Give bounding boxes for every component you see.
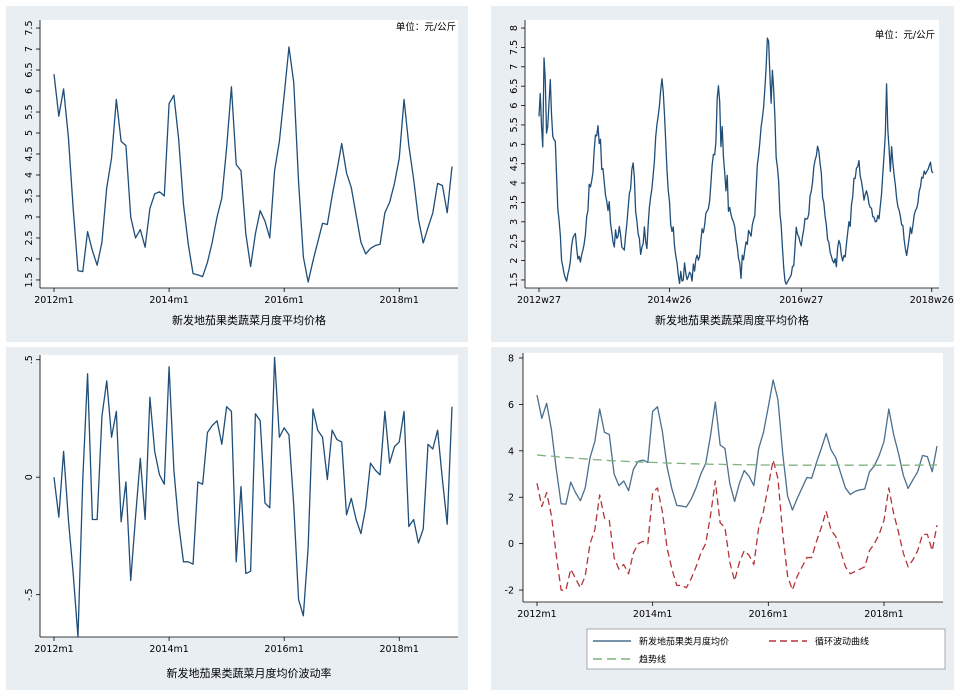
x-axis-title: 新发地茄果类蔬菜月度平均价格 (172, 313, 326, 327)
y-tick-label: 4.5 (24, 146, 35, 161)
y-tick-label: 0 (24, 474, 35, 480)
x-tick-label: 2014m1 (149, 295, 188, 306)
unit-label: 单位：元/公斤 (396, 21, 456, 33)
y-tick-label: 3 (24, 214, 35, 220)
chart-monthly-volatility: -.5 0 .5 2012m1 2014m1 2016m1 2018m1 新发地茄果类蔬菜月度… (24, 355, 458, 680)
chart-weekly-price: 1.5 2 2.5 3 3.5 4 4.5 5 5.5 6 6.5 7 7.5 8 2012w27 2014w… (509, 20, 954, 327)
y-tick-label: 4 (508, 446, 514, 457)
x-tick-label: 2012w27 (517, 295, 561, 306)
x-axis-title: 新发地茄果类蔬菜月度均价波动率 (167, 666, 332, 680)
y-tick-label: 5.5 (509, 117, 520, 132)
legend-label-3: 趋势线 (639, 654, 666, 666)
x-tick-label: 2012m1 (34, 644, 73, 655)
x-tick-label: 2016m1 (749, 609, 788, 620)
y-tick-label: 3.5 (509, 195, 520, 210)
legend-label-1: 新发地茄果类月度均价 (639, 636, 729, 648)
y-tick-label: 6.5 (509, 79, 520, 94)
y-tick-label: 1.5 (24, 272, 35, 287)
y-tick-label: 1.5 (509, 272, 520, 287)
chart-decomposition: -2 0 2 4 6 8 2012m1 2014m1 2016m1 2018m1 新发地茄果类月度均… (505, 353, 946, 670)
series-line-1 (536, 379, 938, 511)
x-tick-label: 2012m1 (34, 295, 73, 306)
y-tick-label: 7.5 (24, 20, 35, 35)
series-line-3 (536, 454, 937, 466)
y-tick-label: 7 (509, 64, 520, 70)
x-tick-label: 2016w27 (779, 295, 823, 306)
legend-label-2: 循环波动曲线 (815, 636, 869, 648)
panel-decomposition: -2 0 2 4 6 8 2012m1 2014m1 2016m1 2018m1 新发地茄果类月度均… (491, 347, 954, 690)
y-tick-label: 5 (24, 130, 35, 136)
x-tick-label: 2014m1 (149, 644, 188, 655)
panel-monthly-price: 1.5 2 2.5 3 3.5 4 4.5 5 5.5 6 6.5 7 7.5 2012m1 2014m1 2… (6, 6, 468, 342)
y-tick-label: 8 (508, 353, 514, 364)
panel-weekly-price: 1.5 2 2.5 3 3.5 4 4.5 5 5.5 6 6.5 7 7.5 8 2012w27 2014w… (491, 6, 954, 342)
x-tick-label: 2018m1 (864, 609, 903, 620)
y-tick-label: 5.5 (24, 104, 35, 119)
y-tick-label: 7 (24, 46, 35, 52)
x-tick-label: 2018w26 (910, 295, 954, 306)
y-tick-label: -.5 (24, 588, 35, 601)
y-tick-label: 6.5 (24, 62, 35, 77)
legend-box (586, 628, 946, 670)
panel-monthly-volatility: -.5 0 .5 2012m1 2014m1 2016m1 2018m1 新发地茄果类蔬菜月度… (6, 347, 468, 690)
y-tick-label: 3.5 (24, 188, 35, 203)
y-tick-label: 4 (509, 180, 520, 186)
x-tick-label: 2018m1 (380, 644, 419, 655)
y-tick-label: 2.5 (24, 230, 35, 245)
plot-area (525, 20, 939, 288)
y-tick-label: 2.5 (509, 234, 520, 249)
x-tick-label: 2016m1 (264, 644, 303, 655)
series-line-2 (536, 459, 938, 591)
y-tick-label: 3 (509, 219, 520, 225)
y-tick-label: 6 (509, 103, 520, 109)
y-tick-label: 8 (509, 25, 520, 31)
series-line-1 (53, 46, 453, 283)
y-tick-label: 2 (24, 256, 35, 262)
y-tick-label: 4 (24, 172, 35, 178)
y-tick-label: 5 (509, 141, 520, 147)
y-tick-label: 2 (509, 258, 520, 264)
plot-area (40, 20, 458, 288)
plot-area (40, 355, 458, 637)
y-tick-label: -2 (505, 586, 514, 597)
y-tick-label: 6 (508, 400, 514, 411)
y-tick-label: 7.5 (509, 40, 520, 55)
x-tick-label: 2014m1 (633, 609, 672, 620)
x-tick-label: 2014w26 (647, 295, 691, 306)
y-tick-label: 0 (508, 539, 514, 550)
y-tick-label: 4.5 (509, 156, 520, 171)
y-tick-label: 2 (508, 493, 514, 504)
x-tick-label: 2018m1 (380, 295, 419, 306)
series-line-1 (53, 356, 453, 638)
plot-area (523, 353, 943, 602)
unit-label: 单位：元/公斤 (875, 29, 935, 41)
chart-monthly-price: 1.5 2 2.5 3 3.5 4 4.5 5 5.5 6 6.5 7 7.5 2012m1 2014m1 2… (24, 20, 458, 327)
y-tick-label: .5 (24, 355, 35, 364)
x-tick-label: 2016m1 (264, 295, 303, 306)
y-tick-label: 6 (24, 88, 35, 94)
series-line-1 (538, 37, 934, 285)
x-tick-label: 2012m1 (517, 609, 556, 620)
x-axis-title: 新发地茄果类蔬菜周度平均价格 (655, 313, 809, 327)
